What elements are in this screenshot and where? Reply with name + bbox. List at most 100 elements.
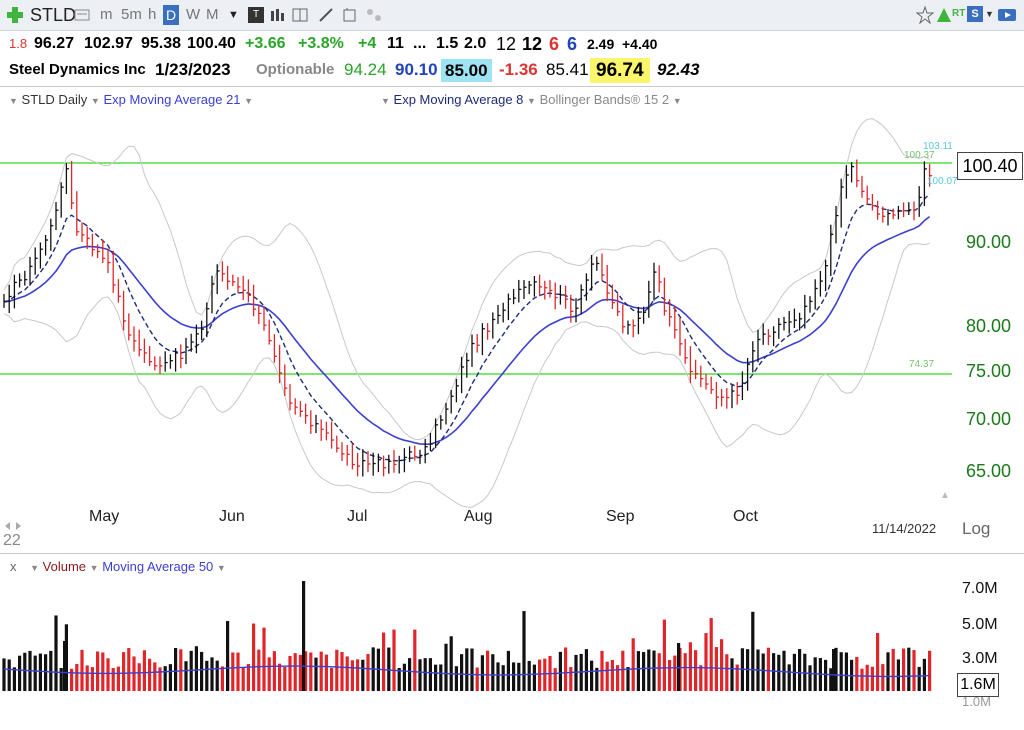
volume-bar	[428, 658, 432, 691]
volume-bar	[720, 639, 724, 691]
close-value: 100.40	[187, 35, 236, 52]
legend-dropdown-icon[interactable]: ▼	[89, 563, 99, 573]
legend-dropdown-icon[interactable]: ▼	[9, 96, 18, 106]
add-symbol-icon[interactable]	[6, 6, 24, 24]
legend-main[interactable]: ▼ STLD Daily ▼ Exp Moving Average 21 ▼	[9, 91, 253, 110]
symbol-menu-icon[interactable]	[74, 8, 90, 22]
volume-bar	[54, 615, 58, 691]
volume-bar	[90, 667, 94, 691]
volume-bar	[662, 619, 666, 691]
volume-spike-bar	[302, 581, 306, 691]
interval-dropdown-icon[interactable]: ▼	[228, 9, 239, 21]
volume-bar	[860, 668, 864, 691]
volume-axis-label: 5.0M	[962, 616, 998, 633]
volume-bar	[558, 651, 562, 691]
legend-dropdown-icon[interactable]: ▼	[527, 96, 536, 106]
volume-bar	[865, 664, 869, 691]
volume-bar	[241, 667, 245, 691]
volume-bar	[215, 660, 219, 691]
volume-bar	[75, 663, 79, 691]
volume-chart[interactable]	[0, 573, 950, 723]
price-chart[interactable]	[0, 110, 1024, 530]
legend-dropdown-icon[interactable]: ▼	[90, 96, 100, 106]
interval-d[interactable]: D	[163, 5, 179, 25]
alert-icon[interactable]	[936, 7, 952, 23]
volume-bar	[673, 655, 677, 691]
volume-bar	[522, 611, 526, 691]
volume-bar	[491, 654, 495, 691]
volume-bar	[340, 651, 344, 691]
volume-legend[interactable]: x ▼ Volume ▼ Moving Average 50 ▼	[10, 558, 226, 577]
legend-dropdown-icon[interactable]: ▼	[672, 96, 682, 106]
symbol-input[interactable]: STLD	[30, 5, 77, 25]
legend-secondary[interactable]: ▼ Exp Moving Average 8 ▼ Bollinger Bands…	[381, 91, 682, 110]
info-val-7: 92.43	[657, 60, 700, 79]
scroll-up-icon[interactable]: ▲	[940, 490, 950, 501]
volume-bar	[59, 667, 63, 691]
volume-bar	[631, 638, 635, 691]
month-label: Sep	[606, 508, 635, 525]
chart-type-icon[interactable]: T	[248, 7, 264, 23]
volume-bar	[517, 662, 521, 691]
legend-dropdown-icon[interactable]: ▼	[381, 96, 390, 106]
interval-w[interactable]: W	[186, 6, 201, 23]
interval-5m[interactable]: 5m	[121, 6, 142, 23]
note-icon[interactable]	[342, 7, 358, 23]
bollinger-upper-band	[3, 118, 930, 441]
legend-dropdown-icon[interactable]: ▼	[216, 563, 226, 573]
share-dropdown-icon[interactable]: ▼	[985, 9, 994, 19]
volume-bar	[699, 665, 703, 691]
draw-tool-icon[interactable]	[318, 7, 334, 23]
volume-bar	[330, 667, 334, 691]
volume-bar	[257, 649, 261, 691]
favorite-star-icon[interactable]	[916, 6, 934, 24]
tools-icon[interactable]	[365, 7, 383, 23]
info-val-6: 96.74	[590, 58, 650, 83]
volume-bar	[928, 650, 932, 691]
date-stamp: 11/14/2022	[872, 521, 937, 536]
legend-dropdown-icon[interactable]: ▼	[244, 96, 254, 106]
volume-bar	[309, 652, 313, 691]
volume-bar	[761, 653, 765, 691]
volume-bar	[917, 666, 921, 691]
company-name: Steel Dynamics Inc	[9, 61, 146, 78]
volume-bar	[735, 664, 739, 691]
volume-bar	[168, 664, 172, 691]
video-icon[interactable]	[997, 6, 1017, 24]
volume-bar	[49, 650, 53, 691]
price-axis-label: 70.00	[966, 409, 1012, 429]
volume-bar	[787, 664, 791, 691]
legend-dropdown-icon[interactable]: ▼	[30, 563, 40, 573]
volume-bar	[584, 649, 588, 691]
interval-m[interactable]: m	[100, 6, 113, 23]
month-label: Aug	[464, 508, 493, 525]
volume-bar	[610, 660, 614, 691]
close-panel-icon[interactable]: x	[10, 559, 17, 574]
volume-bar	[205, 660, 209, 691]
log-scale-toggle[interactable]: Log	[962, 519, 991, 538]
realtime-icon[interactable]: RT	[952, 8, 966, 19]
volume-ma-label: Moving Average 50	[102, 559, 214, 574]
volume-bar	[262, 627, 266, 691]
ema21-line	[3, 215, 931, 445]
volume-bar	[272, 651, 276, 691]
stat-4: 2.0	[464, 35, 487, 52]
pan-arrows-icon[interactable]	[4, 520, 22, 532]
volume-bar	[356, 659, 360, 691]
volume-bar	[657, 653, 661, 691]
interval-mo[interactable]: M	[206, 6, 219, 23]
low-value: 95.38	[141, 35, 182, 52]
volume-bar	[444, 643, 448, 691]
layout-icon[interactable]	[292, 8, 308, 22]
volume-bar	[668, 659, 672, 691]
share-icon[interactable]: S	[967, 6, 983, 22]
volume-bar	[324, 654, 328, 691]
volume-bar	[319, 651, 323, 691]
volume-bar	[907, 647, 911, 691]
bar-style-icon[interactable]	[270, 8, 286, 22]
interval-h[interactable]: h	[148, 6, 157, 23]
volume-bar	[434, 664, 438, 691]
volume-bar	[766, 647, 770, 691]
volume-bar	[460, 654, 464, 691]
volume-bar	[2, 658, 6, 691]
